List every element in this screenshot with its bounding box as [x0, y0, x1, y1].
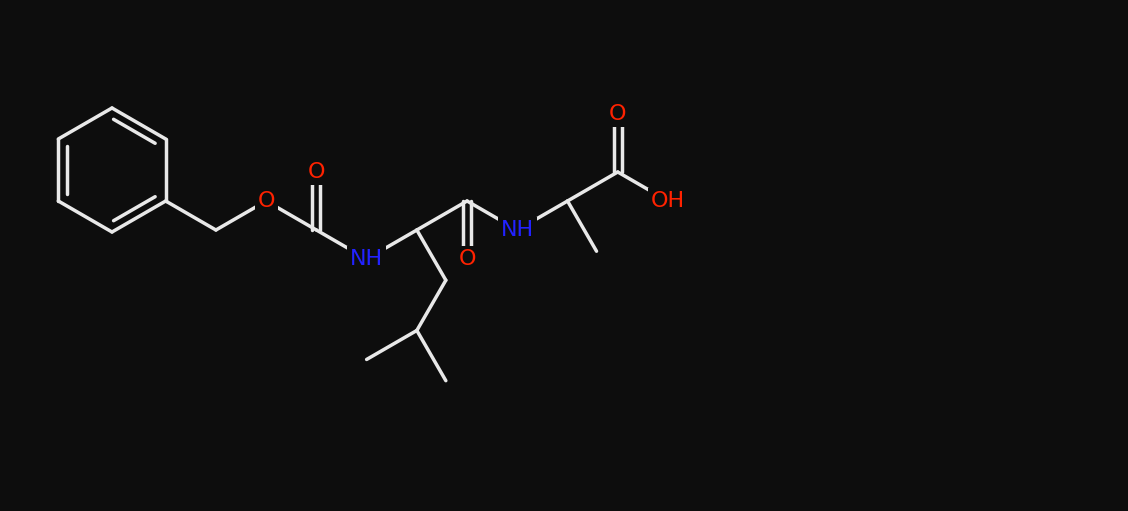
Text: NH: NH — [501, 220, 534, 240]
Text: O: O — [458, 249, 476, 269]
Text: O: O — [308, 162, 325, 182]
Text: O: O — [257, 191, 275, 211]
Text: O: O — [609, 104, 626, 124]
Text: OH: OH — [651, 191, 685, 211]
Text: NH: NH — [350, 249, 384, 269]
